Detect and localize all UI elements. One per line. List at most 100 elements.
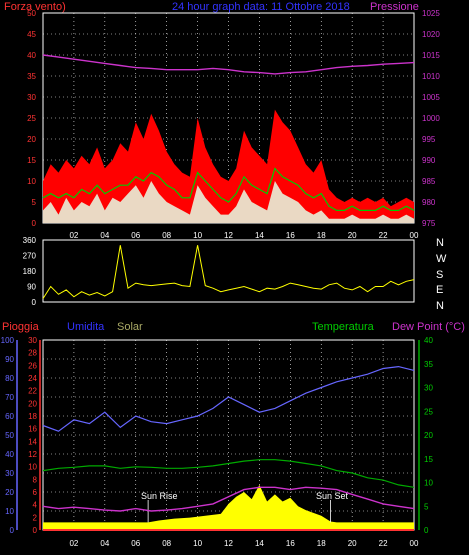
pressure-tick-label: 1025: [422, 9, 440, 18]
temperature-tick-label: 40: [424, 336, 433, 345]
humidity-axis-label: Umidita: [67, 321, 105, 333]
humidity-tick-label: 20: [5, 488, 14, 497]
rain-tick-label: 16: [28, 425, 37, 434]
rain-tick-label: 12: [28, 450, 37, 459]
wind-axis-label: Forza vento): [4, 1, 66, 13]
temperature-ticks: 0 5 10 15 20 25 30 35 40: [418, 336, 433, 535]
x-tick-label: 08: [162, 231, 171, 240]
rain-axis-label: Pioggia: [2, 321, 40, 333]
temperature-tick-label: 0: [424, 526, 429, 535]
rain-tick-label: 28: [28, 349, 37, 358]
wind-tick-label: 0: [32, 219, 37, 228]
direction-line: [42, 245, 415, 299]
wind-tick-label: 40: [27, 51, 36, 60]
temperature-tick-label: 15: [424, 455, 433, 464]
x-tick-label: 00: [410, 539, 419, 548]
rain-tick-label: 10: [28, 463, 37, 472]
direction-degree-ticks: 0 90 180 270 360: [23, 236, 37, 307]
direction-series: [42, 245, 415, 299]
x-tick-label: 18: [317, 231, 326, 240]
humidity-tick-label: 100: [1, 336, 15, 345]
wind-tick-label: 15: [27, 156, 36, 165]
x-tick-label: 14: [255, 539, 264, 548]
pressure-ticks: 975 980 985 990 995 1000 1005 1010 1015 1020 1025: [422, 9, 440, 228]
wind-x-ticks: 02 04 06 08 10 12 14 16 18 20 22 00: [69, 231, 419, 240]
rain-tick-label: 24: [28, 374, 37, 383]
humidity-tick-label: 60: [5, 412, 14, 421]
direction-degree-label: 360: [23, 236, 37, 245]
humidity-tick-label: 40: [5, 450, 14, 459]
x-tick-label: 20: [348, 539, 357, 548]
temperature-tick-label: 30: [424, 384, 433, 393]
wind-speed-ticks: 0 5 10 15 20 25 30 35 40 45 50: [27, 9, 36, 228]
x-tick-label: 10: [193, 231, 202, 240]
wind-tick-label: 5: [32, 198, 37, 207]
direction-degree-label: 0: [32, 298, 37, 307]
pressure-tick-label: 995: [422, 135, 436, 144]
humidity-tick-label: 70: [5, 393, 14, 402]
humidity-tick-label: 80: [5, 374, 14, 383]
pressure-tick-label: 1000: [422, 114, 440, 123]
direction-degree-label: 180: [23, 267, 37, 276]
compass-label: W: [436, 253, 447, 265]
temperature-line: [42, 459, 415, 488]
x-tick-label: 16: [286, 539, 295, 548]
wind-tick-label: 45: [27, 30, 36, 39]
humidity-tick-label: 0: [10, 526, 15, 535]
x-tick-label: 20: [348, 231, 357, 240]
temperature-tick-label: 25: [424, 407, 433, 416]
pressure-tick-label: 985: [422, 177, 436, 186]
rain-tick-label: 14: [28, 437, 37, 446]
pressure-axis-label: Pressione: [370, 1, 419, 13]
climate-x-ticks: 02 04 06 08 10 12 14 16 18 20 22 00: [69, 539, 419, 548]
temperature-axis-label: Temperatura: [312, 321, 375, 333]
x-tick-label: 04: [100, 539, 109, 548]
x-tick-label: 02: [69, 231, 78, 240]
wind-tick-label: 50: [27, 9, 36, 18]
wind-tick-label: 25: [27, 114, 36, 123]
pressure-tick-label: 975: [422, 219, 436, 228]
rain-tick-label: 6: [33, 488, 38, 497]
x-tick-label: 08: [162, 539, 171, 548]
x-tick-label: 02: [69, 539, 78, 548]
avg-wind-line: [42, 167, 415, 211]
humidity-tick-label: 90: [5, 355, 14, 364]
direction-panel: [42, 239, 415, 303]
x-tick-label: 10: [193, 539, 202, 548]
humidity-tick-label: 10: [5, 507, 14, 516]
dewpoint-axis-label: Dew Point (°C): [392, 321, 465, 333]
x-tick-label: 22: [379, 539, 388, 548]
humidity-line: [42, 365, 415, 432]
pressure-tick-label: 1010: [422, 72, 440, 81]
temperature-tick-label: 10: [424, 479, 433, 488]
rain-tick-label: 22: [28, 387, 37, 396]
compass-label: S: [436, 269, 443, 281]
wind-series: [42, 54, 415, 223]
wind-tick-label: 35: [27, 72, 36, 81]
pressure-line: [42, 54, 415, 75]
rain-tick-label: 0: [33, 526, 38, 535]
wind-tick-label: 10: [27, 177, 36, 186]
climate-panel-grid: [43, 340, 414, 530]
rain-tick-label: 26: [28, 361, 37, 370]
wind-tick-label: 30: [27, 93, 36, 102]
graph-title: 24 hour graph data: 11 Ottobre 2018: [172, 1, 350, 13]
humidity-ticks: 0 10 20 30 40 50 60 70 80 90 100: [1, 336, 18, 535]
x-tick-label: 16: [286, 231, 295, 240]
solar-area: [43, 484, 414, 530]
temperature-tick-label: 35: [424, 360, 433, 369]
sunrise-label: Sun Rise: [141, 491, 178, 501]
x-tick-label: 04: [100, 231, 109, 240]
humidity-tick-label: 30: [5, 469, 14, 478]
speed-area: [43, 181, 414, 223]
wind-panel-grid: [43, 13, 414, 223]
temperature-tick-label: 20: [424, 431, 433, 440]
dewpoint-line: [42, 486, 415, 512]
humidity-tick-label: 50: [5, 431, 14, 440]
x-tick-label: 18: [317, 539, 326, 548]
compass-label: N: [436, 300, 444, 312]
pressure-tick-label: 1020: [422, 30, 440, 39]
rain-tick-label: 18: [28, 412, 37, 421]
